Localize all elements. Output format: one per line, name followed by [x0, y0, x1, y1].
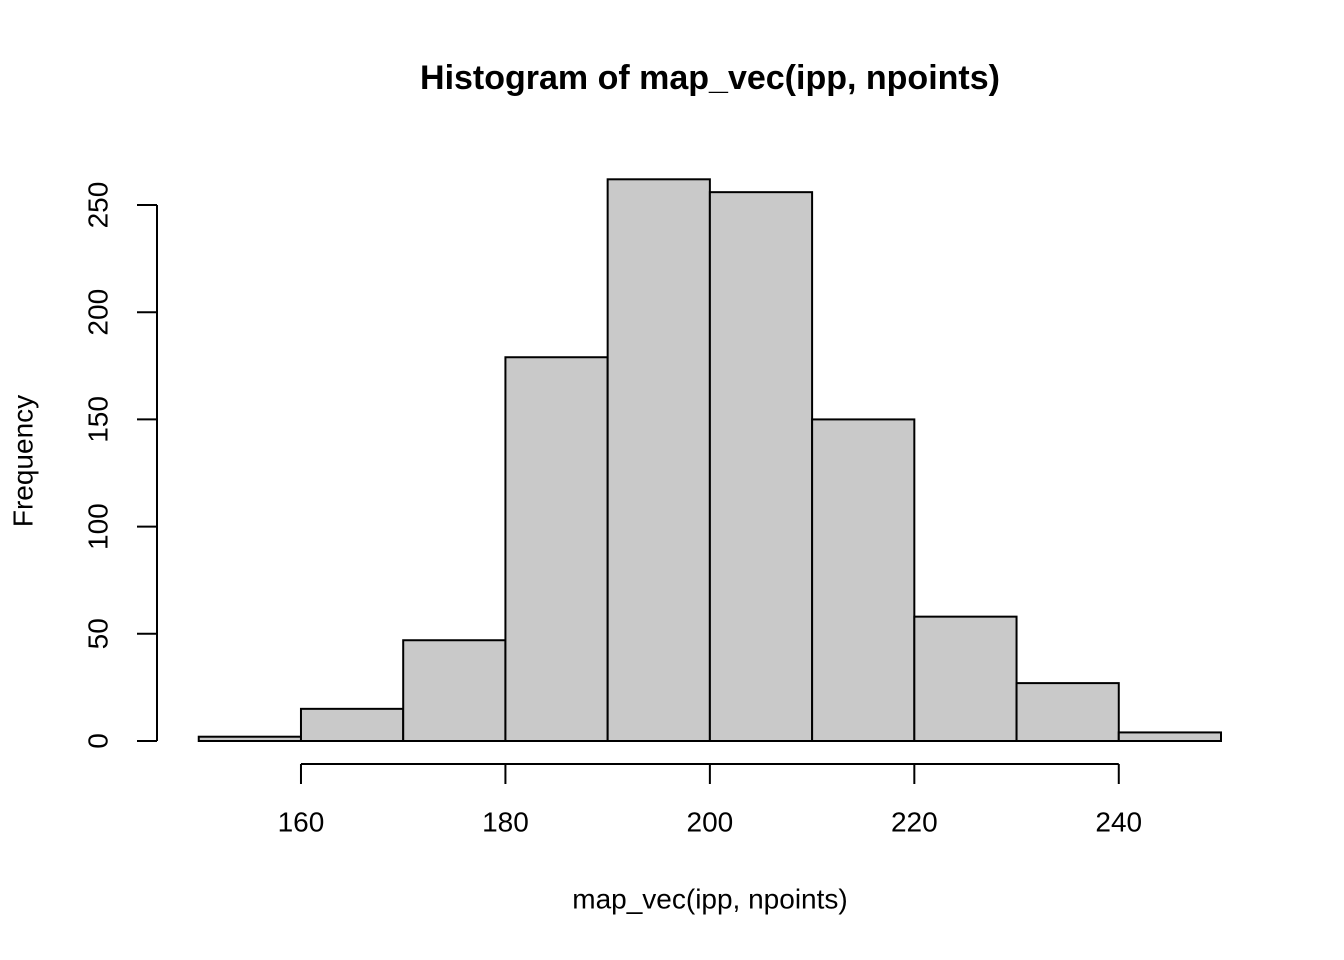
x-tick-label: 180 — [482, 806, 529, 837]
x-tick-label: 160 — [278, 806, 325, 837]
bar — [913, 615, 1018, 742]
x-axis-label: map_vec(ipp, npoints) — [572, 883, 847, 914]
bar — [1015, 682, 1120, 742]
y-tick-label: 200 — [82, 289, 113, 336]
bar — [504, 356, 609, 742]
bar — [708, 191, 814, 743]
y-tick-label: 150 — [82, 396, 113, 443]
y-tick-label: 100 — [82, 503, 113, 550]
y-tick-label: 250 — [82, 182, 113, 229]
x-tick-label: 240 — [1095, 806, 1142, 837]
x-tick-label: 220 — [891, 806, 938, 837]
y-axis-label: Frequency — [7, 395, 38, 527]
chart-title: Histogram of map_vec(ipp, npoints) — [420, 59, 1000, 97]
bar — [197, 735, 302, 743]
y-tick-label: 0 — [82, 733, 113, 749]
bar — [606, 178, 711, 743]
y-tick-label: 50 — [82, 618, 113, 649]
bar — [299, 707, 405, 743]
bar — [811, 418, 916, 742]
bar — [1117, 731, 1223, 743]
bar — [402, 639, 507, 742]
x-tick-label: 200 — [687, 806, 734, 837]
